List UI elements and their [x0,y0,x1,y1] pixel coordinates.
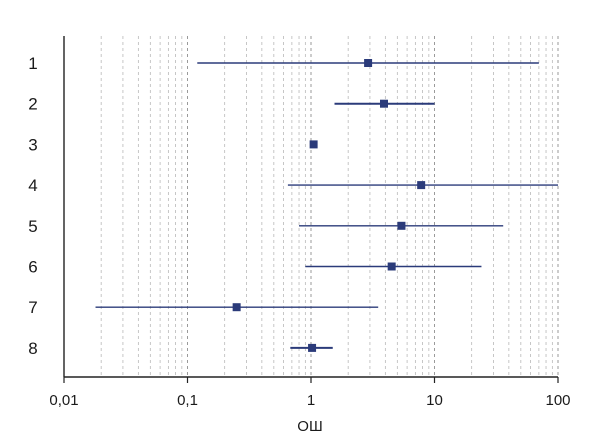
or-point [309,140,318,149]
row-label: 1 [28,54,37,73]
or-point [379,99,388,108]
x-tick-label: 0,01 [49,392,78,409]
odds-ratio-points [232,59,426,352]
x-axis-title: ОШ [297,418,322,435]
or-point [308,343,317,352]
row-label: 4 [28,176,37,195]
confidence-intervals [95,62,558,349]
row-label: 2 [28,95,37,114]
row-label: 6 [28,258,37,277]
x-tick-label: 1 [307,392,315,409]
or-point [417,181,426,190]
x-tick-label: 10 [426,392,443,409]
x-tick-label: 100 [545,392,570,409]
or-point [397,221,406,230]
grid-lines [100,36,559,377]
row-label: 7 [28,298,37,317]
or-point [387,262,396,271]
row-label: 3 [28,135,37,154]
x-ticks: 0,01 0,1 1 10 100 [49,377,571,409]
row-label: 8 [28,339,37,358]
or-point [364,59,373,67]
x-tick-label: 0,1 [177,392,198,409]
or-point [232,303,241,312]
row-labels: 1 2 3 4 5 6 7 8 [28,54,37,358]
row-label: 5 [28,217,37,236]
